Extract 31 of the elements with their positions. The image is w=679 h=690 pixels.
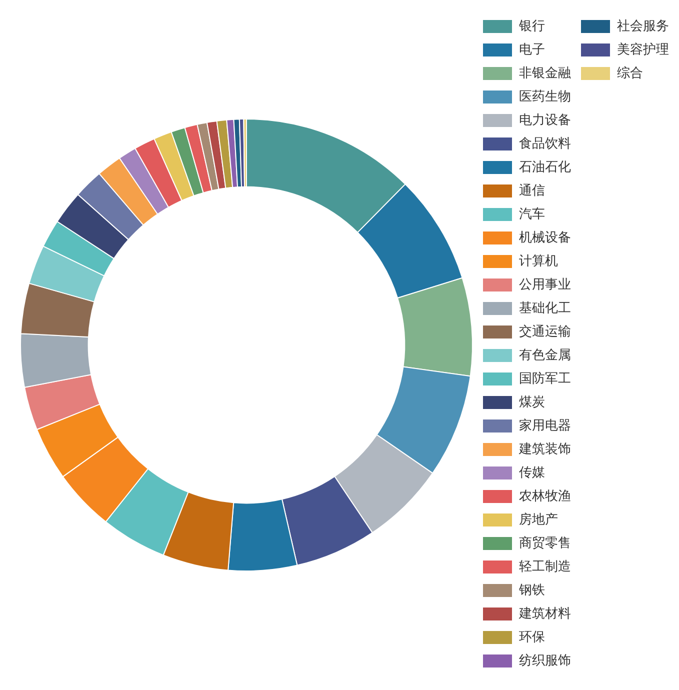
legend-label: 纺织服饰 bbox=[519, 653, 571, 668]
legend-label: 电力设备 bbox=[519, 112, 571, 128]
legend-label: 非银金融 bbox=[519, 66, 571, 81]
legend-label: 农林牧渔 bbox=[519, 488, 571, 504]
legend-label: 基础化工 bbox=[519, 300, 571, 316]
legend-label: 医药生物 bbox=[519, 89, 571, 104]
legend-label: 建筑装饰 bbox=[518, 442, 571, 457]
legend-label: 环保 bbox=[519, 630, 545, 645]
legend-label: 煤炭 bbox=[519, 394, 545, 410]
legend-label: 家用电器 bbox=[519, 417, 571, 434]
legend-label: 综合 bbox=[617, 66, 643, 81]
legend-label: 公用事业 bbox=[519, 277, 571, 292]
legend-label: 石油石化 bbox=[519, 160, 571, 175]
legend-label: 计算机 bbox=[519, 254, 558, 269]
legend-label: 银行 bbox=[518, 18, 545, 34]
legend-label: 有色金属 bbox=[519, 348, 571, 363]
legend-label: 钢铁 bbox=[518, 582, 545, 598]
legend-label: 商贸零售 bbox=[519, 536, 571, 551]
legend-label: 交通运输 bbox=[519, 323, 571, 340]
legend-label: 社会服务 bbox=[617, 18, 669, 34]
legend-label: 美容护理 bbox=[617, 41, 669, 58]
legend-label: 食品饮料 bbox=[519, 136, 571, 152]
legend-label: 通信 bbox=[519, 183, 545, 198]
legend-label: 传媒 bbox=[519, 465, 545, 480]
legend-label: 机械设备 bbox=[519, 230, 571, 246]
legend-label: 电子 bbox=[519, 42, 545, 58]
legend-label: 汽车 bbox=[519, 206, 545, 222]
legend-label: 轻工制造 bbox=[519, 559, 571, 574]
legend-label: 建筑材料 bbox=[518, 606, 571, 622]
legend-label: 房地产 bbox=[519, 511, 558, 528]
legend-label: 国防军工 bbox=[519, 371, 571, 386]
